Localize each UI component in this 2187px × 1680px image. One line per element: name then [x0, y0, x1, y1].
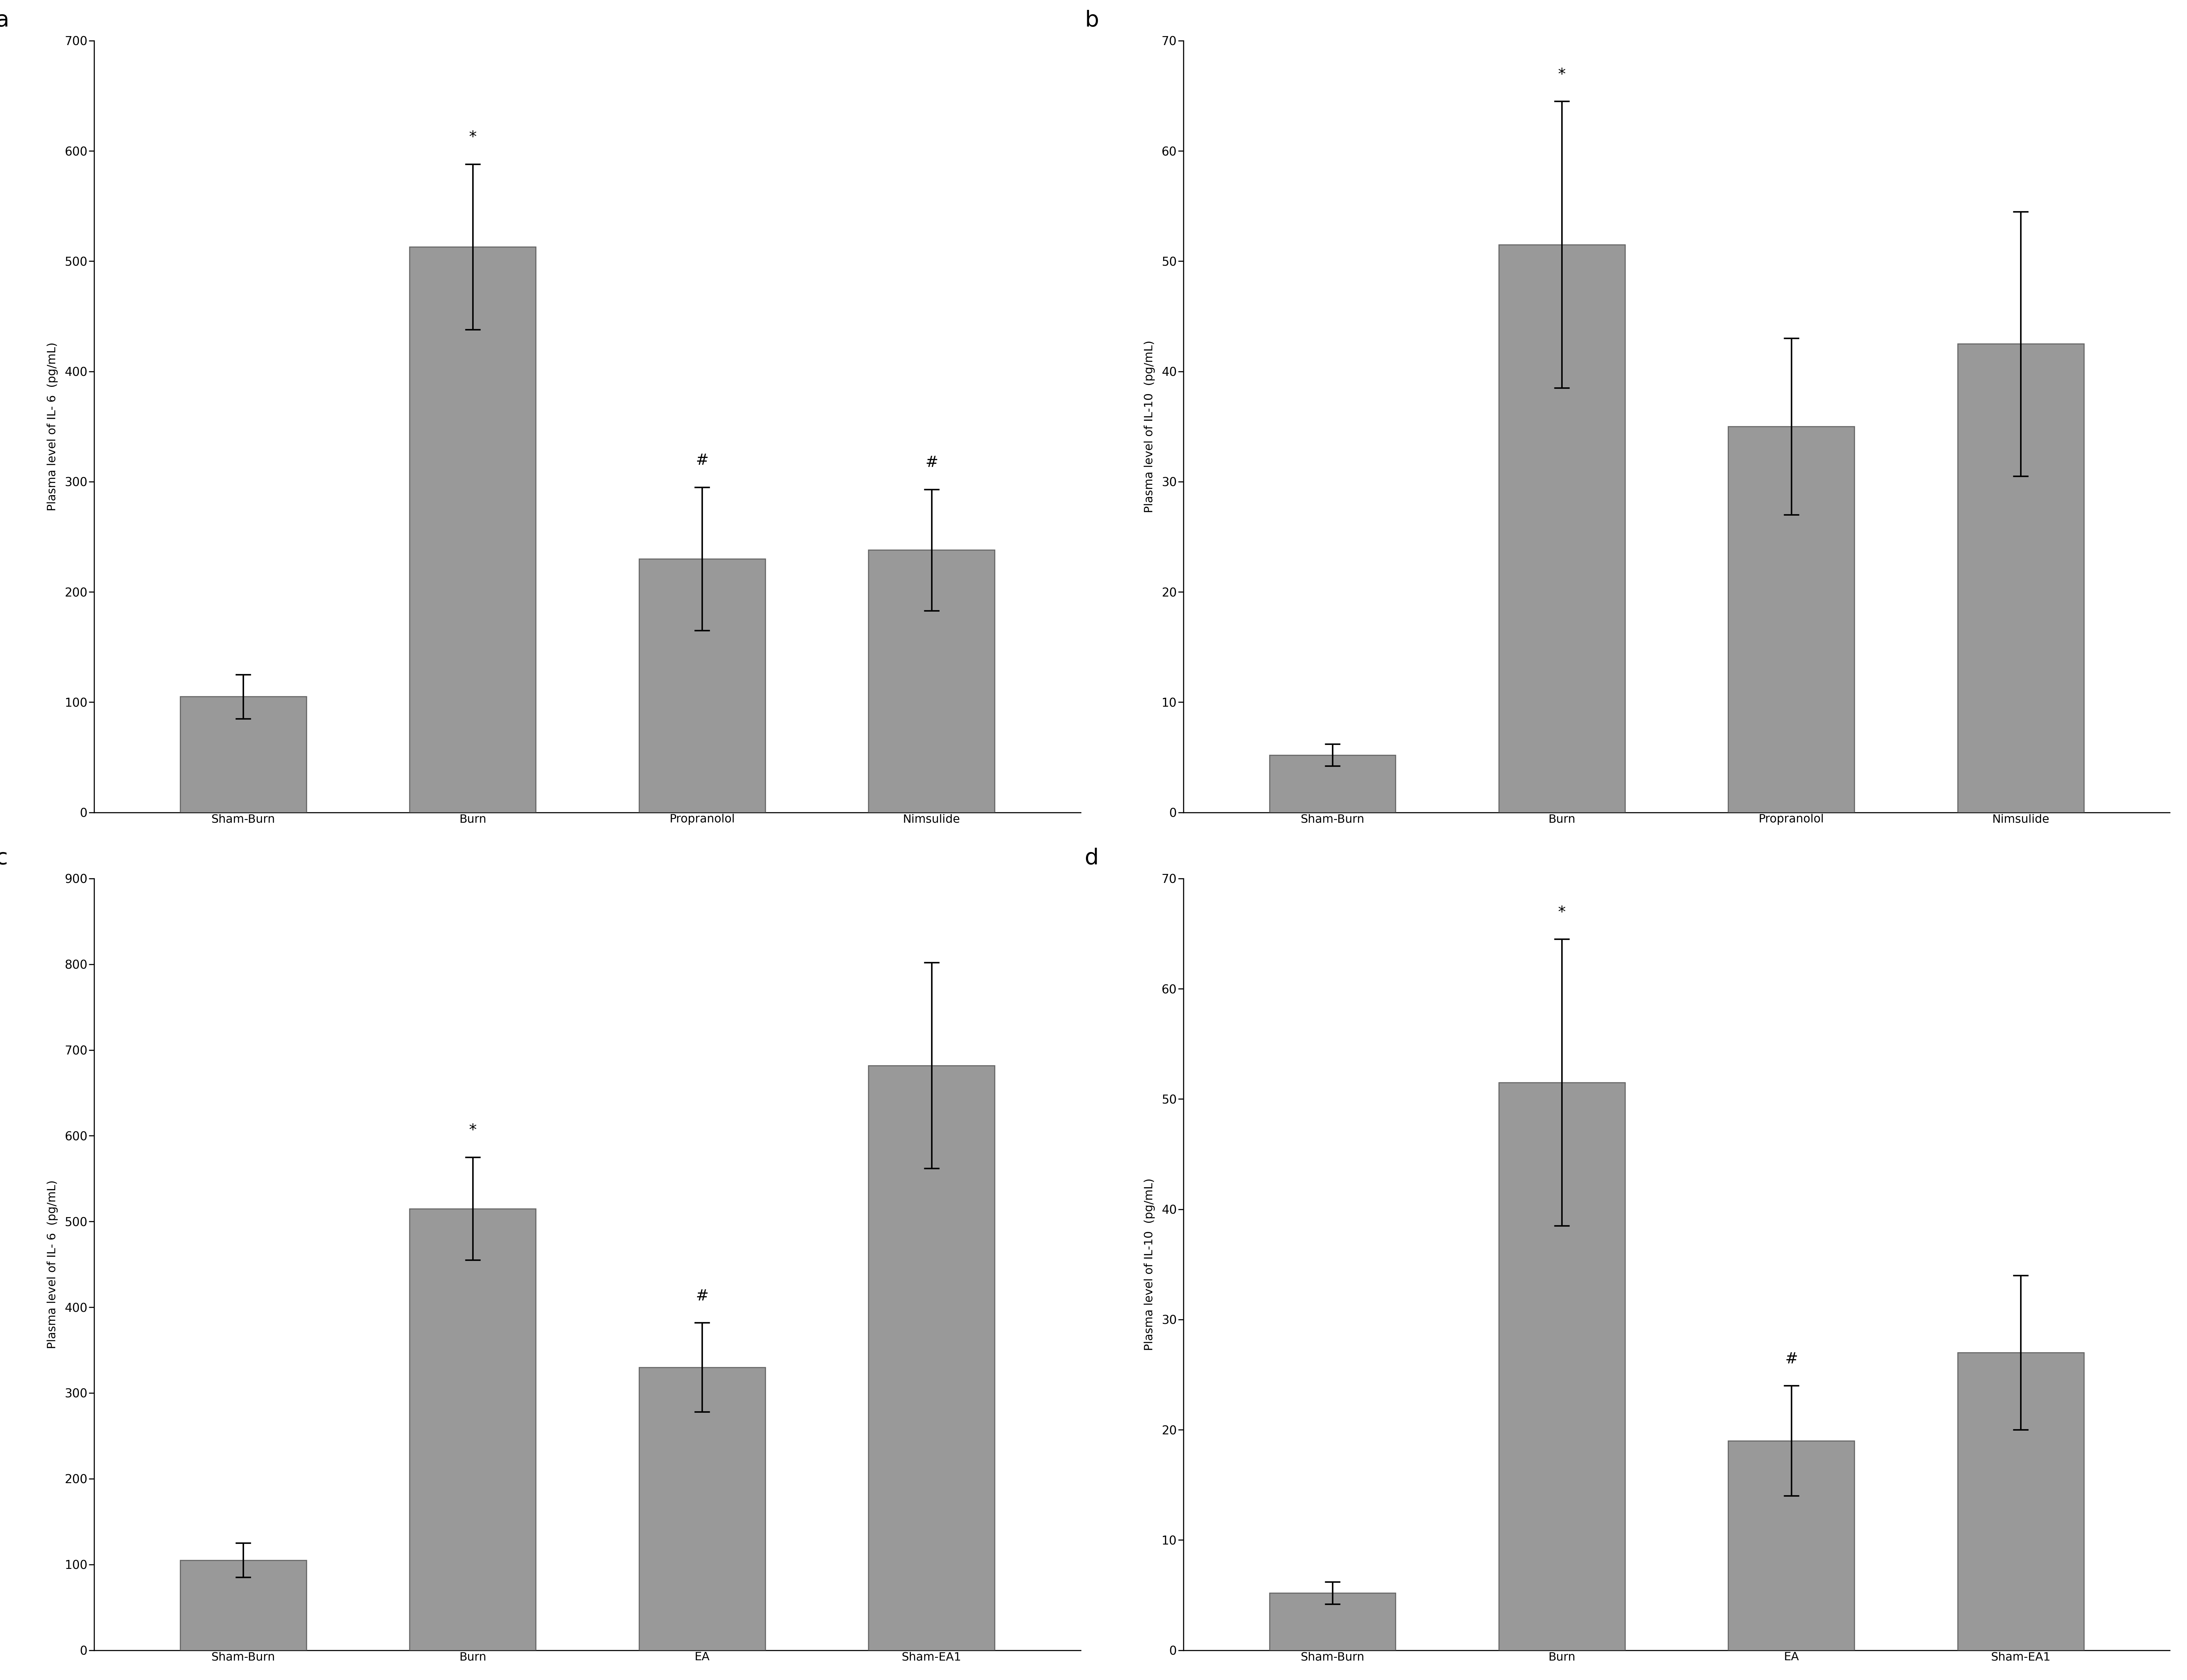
Text: #: #: [1785, 1351, 1798, 1366]
Text: #: #: [695, 1289, 709, 1304]
Bar: [1268, 754, 1395, 813]
Y-axis label: Plasma level of IL-10  (pg/mL): Plasma level of IL-10 (pg/mL): [1144, 341, 1155, 512]
Bar: [868, 549, 995, 813]
Y-axis label: Plasma level of IL-10  (pg/mL): Plasma level of IL-10 (pg/mL): [1144, 1178, 1155, 1351]
Y-axis label: Plasma level of IL- 6  (pg/mL): Plasma level of IL- 6 (pg/mL): [48, 1179, 59, 1349]
Text: *: *: [468, 1124, 477, 1137]
Text: a: a: [0, 10, 9, 32]
Text: *: *: [1557, 906, 1566, 921]
Text: #: #: [695, 454, 709, 467]
Text: #: #: [925, 455, 938, 470]
Bar: [1957, 344, 2084, 813]
Text: d: d: [1085, 848, 1098, 869]
Bar: [409, 1208, 536, 1650]
Bar: [1498, 245, 1625, 813]
Text: c: c: [0, 848, 9, 869]
Bar: [639, 1368, 765, 1650]
Bar: [1957, 1352, 2084, 1650]
Bar: [1728, 427, 1855, 813]
Text: b: b: [1085, 10, 1098, 32]
Bar: [179, 697, 306, 813]
Bar: [1728, 1441, 1855, 1650]
Bar: [639, 559, 765, 813]
Bar: [868, 1065, 995, 1650]
Bar: [1268, 1593, 1395, 1650]
Text: *: *: [1557, 67, 1566, 82]
Bar: [179, 1561, 306, 1650]
Bar: [1498, 1082, 1625, 1650]
Text: *: *: [468, 129, 477, 144]
Bar: [409, 247, 536, 813]
Y-axis label: Plasma level of IL- 6  (pg/mL): Plasma level of IL- 6 (pg/mL): [48, 343, 59, 511]
